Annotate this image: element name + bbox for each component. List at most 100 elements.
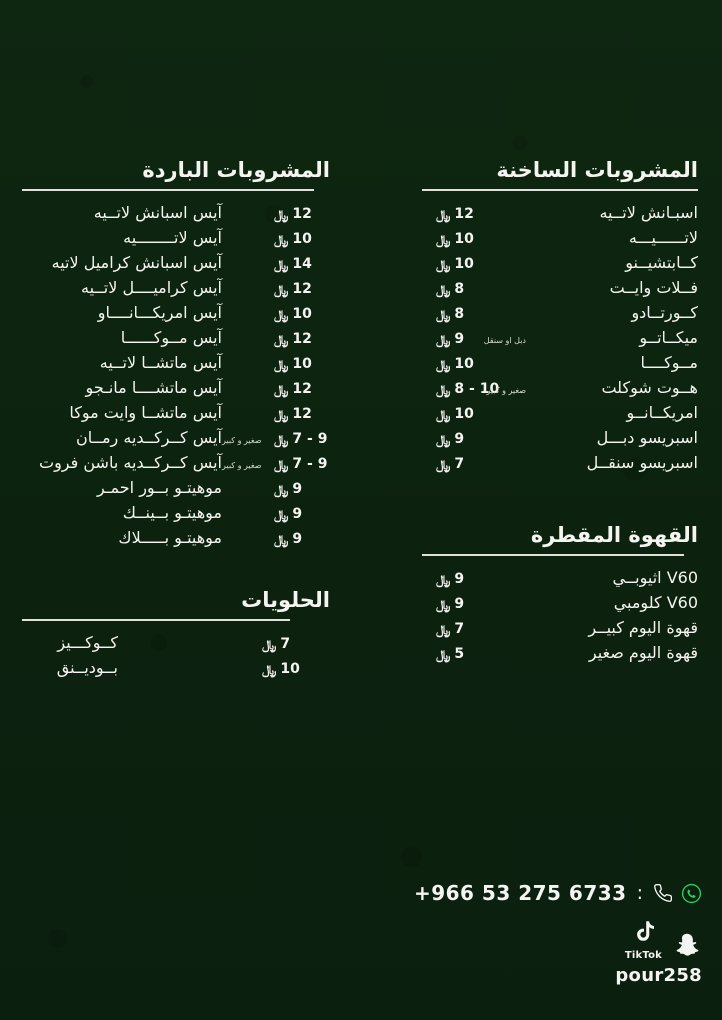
tiktok-icon[interactable]	[631, 919, 655, 945]
item-name: كــورتــادو	[631, 303, 698, 323]
riyal-currency-icon: ﷼	[436, 258, 451, 274]
item-price: ﷼ 12	[268, 206, 330, 222]
sweets-list: ﷼ 7 كــوكـــيز ﷼ 10 بــوديــنق	[22, 633, 330, 682]
item-price-value: 12	[454, 206, 474, 223]
menu-item-row: ﷼ 7 - 9 صغير و كبير آيس كــركــديه باشن فرو…	[22, 453, 330, 477]
item-price: ﷼ 12	[268, 281, 330, 297]
riyal-currency-icon: ﷼	[274, 358, 289, 374]
contact-separator: :	[636, 882, 643, 904]
item-name: كــوكـــيز	[57, 633, 118, 653]
item-price: ﷼ 10	[256, 661, 330, 677]
riyal-currency-icon: ﷼	[274, 533, 289, 549]
item-price-value: 14	[292, 256, 312, 273]
item-price: ﷼ 10	[268, 306, 330, 322]
riyal-currency-icon: ﷼	[436, 458, 451, 474]
phone-icon[interactable]	[653, 883, 673, 903]
item-price: ﷼ 12	[268, 331, 330, 347]
item-name: ميكــاتــو	[639, 328, 698, 348]
section-divider-filter	[422, 554, 684, 557]
riyal-currency-icon: ﷼	[274, 383, 289, 399]
item-price: ﷼ 14	[268, 256, 330, 272]
item-name: فــلات وايــت	[609, 278, 698, 298]
item-price: ﷼ 9	[268, 531, 330, 547]
menu-item-row: ﷼ 9 دبل او سنقل ميكــاتــو	[422, 328, 698, 352]
item-price: ﷼ 7 - 9	[268, 456, 330, 472]
item-price-value: 8	[454, 281, 465, 298]
riyal-currency-icon: ﷼	[436, 648, 451, 664]
menu-header: COFFEE POUR Mino	[0, 0, 722, 121]
brand-subtitle: Mino	[318, 87, 404, 121]
item-price-value: 7	[454, 456, 465, 473]
menu-item-row: ﷼ 10 كــابتشيــنو	[422, 253, 698, 277]
whatsapp-icon[interactable]	[681, 883, 702, 904]
social-handle[interactable]: pour258	[615, 965, 702, 986]
item-price-value: 10	[292, 306, 312, 323]
item-price: ﷼ 10	[268, 231, 330, 247]
item-name: آيس مــوكــــــا	[120, 328, 222, 348]
item-name: آيس ماتشــــا مانـجو	[85, 378, 222, 398]
snapchat-icon[interactable]	[672, 931, 702, 961]
menu-item-row: ﷼ 12 آيس ماتشــــا مانـجو	[22, 378, 330, 402]
menu-item-row: ﷼ 9 موهيتـو بــينــك	[22, 503, 330, 527]
riyal-currency-icon: ﷼	[274, 483, 289, 499]
menu-item-row: ﷼ 5 قهوة اليوم صغير	[422, 643, 698, 667]
item-name: قهوة اليوم كبيــر	[588, 618, 698, 638]
section-divider-hot	[422, 189, 698, 192]
item-price: ﷼ 9	[422, 431, 480, 447]
item-name: اسبريسو دبـــل	[596, 428, 698, 448]
riyal-currency-icon: ﷼	[274, 433, 289, 449]
item-price: ﷼ 8 - 10	[422, 381, 499, 399]
riyal-currency-icon: ﷼	[274, 233, 289, 249]
section-divider-cold	[22, 189, 314, 192]
tiktok-block[interactable]: TikTok	[625, 919, 662, 961]
item-size-note: صغير و كبير	[222, 461, 262, 471]
item-price-value: 9	[292, 481, 303, 498]
item-price-value: 7	[280, 636, 291, 653]
menu-item-row: ﷼ 12 آيس ماتشــا وايت موكا	[22, 403, 330, 427]
riyal-currency-icon: ﷼	[274, 508, 289, 524]
item-name: موهيتـو بــينــك	[122, 503, 222, 523]
item-name: كــابتشيــنو	[625, 253, 698, 273]
item-price: ﷼ 8	[422, 306, 480, 322]
menu-item-row: ﷼ 8 - 10 صغير و كبير هــوت شوكلت	[422, 378, 698, 402]
item-name: آيس اسبانش لاتــيه	[93, 203, 222, 223]
item-name: اسبـانش لاتــيه	[599, 203, 698, 223]
riyal-currency-icon: ﷼	[436, 433, 451, 449]
item-name: هــوت شوكلت	[601, 378, 698, 398]
menu-item-row: ﷼ 10 لاتــــــيـــه	[422, 228, 698, 252]
menu-columns: المشروبات الباردة ﷼ 12 آيس اسبانش لاتــيه ﷼…	[0, 158, 722, 692]
menu-item-row: ﷼ 9 اسبريسو دبـــل	[422, 428, 698, 452]
item-name: آيس كــركــديه رمــان	[75, 428, 222, 448]
menu-item-row: ﷼ 9 موهيتـو بــور احمـر	[22, 478, 330, 502]
riyal-currency-icon: ﷼	[274, 333, 289, 349]
section-filter-coffee: القهوة المقطرة ﷼ 9 V60 اثيوبــي ﷼ 9 V60 كلومب…	[422, 523, 698, 667]
section-hot-drinks: المشروبات الساخنة ﷼ 12 اسبـانش لاتــيه ﷼ 10 ل…	[422, 158, 698, 477]
riyal-currency-icon: ﷼	[436, 383, 451, 399]
phone-number[interactable]: +966 53 275 6733	[413, 881, 627, 905]
menu-item-row: ﷼ 10 مــوكــــا	[422, 353, 698, 377]
item-price-value: 9	[454, 331, 465, 348]
item-price-value: 10	[454, 356, 474, 373]
item-price: ﷼ 10	[422, 406, 480, 422]
riyal-currency-icon: ﷼	[274, 208, 289, 224]
riyal-currency-icon: ﷼	[436, 208, 451, 224]
riyal-currency-icon: ﷼	[274, 308, 289, 324]
item-price: ﷼ 12	[268, 406, 330, 422]
item-price-value: 12	[292, 331, 312, 348]
item-price-value: 7	[454, 621, 465, 638]
item-name: لاتــــــيـــه	[628, 228, 698, 248]
riyal-currency-icon: ﷼	[436, 623, 451, 639]
menu-item-row: ﷼ 12 آيس اسبانش لاتــيه	[22, 203, 330, 227]
hot-drinks-list: ﷼ 12 اسبـانش لاتــيه ﷼ 10 لاتــــــيـــه ﷼ 10 كـ…	[422, 203, 698, 477]
riyal-currency-icon: ﷼	[436, 573, 451, 589]
item-name: آيس كــركــديه باشن فروت	[39, 453, 222, 473]
item-price-value: 12	[292, 406, 312, 423]
item-price-value: 5	[454, 646, 465, 663]
item-price: ﷼ 12	[422, 206, 480, 222]
left-column: المشروبات الباردة ﷼ 12 آيس اسبانش لاتــيه ﷼…	[0, 158, 330, 692]
item-price-value: 10	[280, 661, 300, 678]
item-price: ﷼ 10	[422, 356, 480, 372]
riyal-currency-icon: ﷼	[436, 308, 451, 324]
riyal-currency-icon: ﷼	[436, 283, 451, 299]
item-name: آيس ماتشــا وايت موكا	[69, 403, 222, 423]
